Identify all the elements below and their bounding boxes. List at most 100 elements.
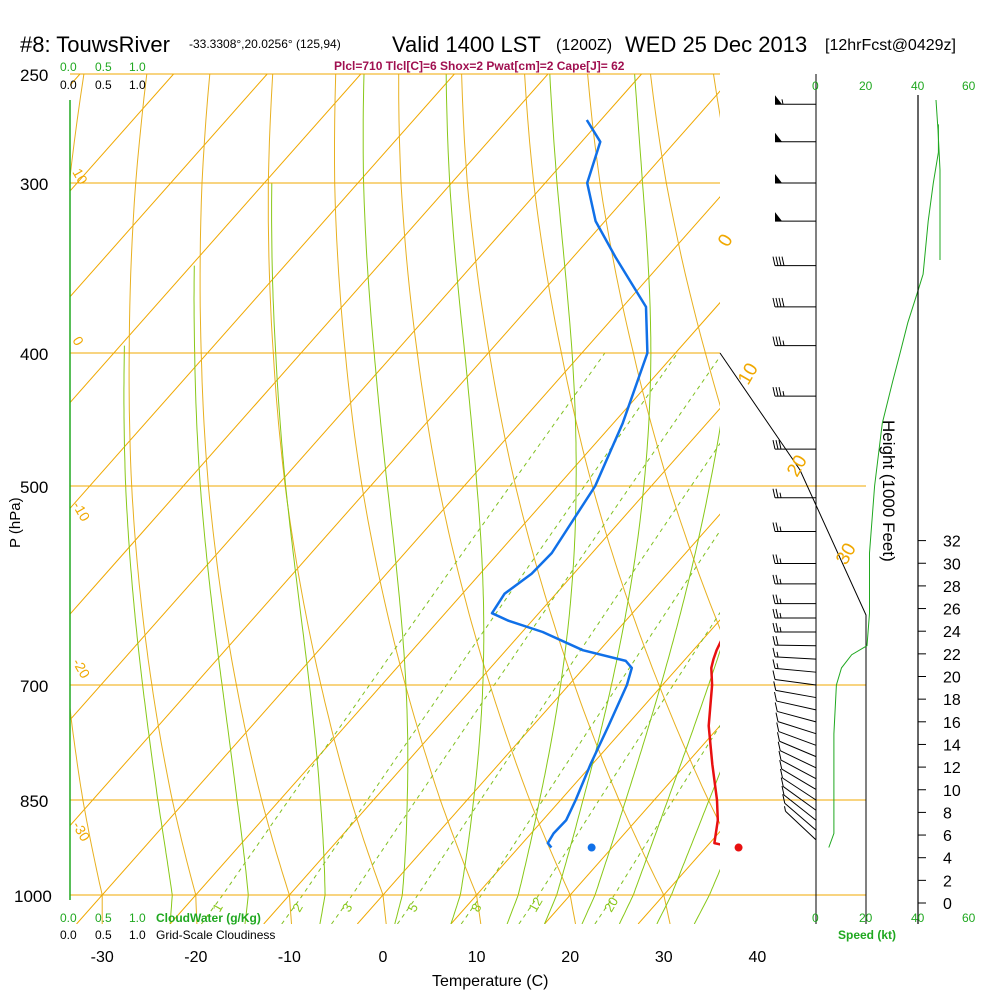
sounding-parameters: Plcl=710 Tlcl[C]=6 Shox=2 Pwat[cm]=2 Cap… (334, 59, 625, 73)
wind-barb-26 (777, 741, 817, 769)
x-tick-label-40: 40 (749, 949, 767, 966)
wind-barb-full-10-3 (775, 522, 779, 532)
mixing-ratio-20 (594, 724, 720, 924)
dry-adiabat-0 (267, 74, 387, 924)
wind-barb-full-15-3 (775, 622, 779, 633)
wind-barb-shaft-31 (783, 794, 817, 821)
moist-adiabat-16 (506, 74, 577, 924)
isobar-lines (70, 73, 866, 896)
height-label-26: 26 (943, 602, 961, 619)
dry-adiabat-10 (334, 74, 482, 924)
wind-barb-full-15-0 (772, 622, 776, 633)
wind-barb-33 (784, 806, 817, 841)
station-coords: -33.3308°,20.0256° (125,94) (189, 37, 341, 51)
wind-barb-6 (772, 336, 816, 347)
wind-barb-31 (781, 785, 817, 821)
mixing-ratio-12 (518, 611, 720, 924)
wind-barb-full-32-0 (782, 794, 786, 804)
isotherm-label-8: 30 (832, 540, 861, 569)
wind-barb-full-5-9 (781, 297, 785, 308)
wind-barb-full-18-0 (772, 659, 776, 669)
surface-dewpoint-point (587, 843, 596, 852)
moist-adiabat--20 (123, 345, 173, 924)
wind-barb-shaft-17 (774, 656, 817, 660)
mixing-ratio-2 (281, 352, 679, 924)
wind-barb-22 (774, 702, 817, 723)
wind-barb-full-11-3 (775, 554, 779, 564)
dewpoint-profile-line (490, 119, 649, 849)
dry-adiabat-50 (587, 74, 720, 631)
temperature-axis-labels: -30 -20 -10 0 10 20 30 40 (91, 949, 767, 966)
speed-top-40: 40 (911, 79, 925, 93)
wind-barb-half-18 (776, 663, 779, 669)
isotherm-lines (70, 74, 720, 924)
wind-barb-5 (772, 297, 816, 308)
wind-panel-diagonal (719, 352, 867, 924)
cloud-top-black-1: 0.5 (95, 78, 112, 92)
cloud-water-label: CloudWater (g/Kg) (156, 911, 261, 925)
moist-adiabat-32 (656, 771, 720, 924)
wind-barb-half-17 (776, 651, 779, 657)
x-tick-label--20: -20 (184, 949, 207, 966)
height-label-8: 8 (943, 805, 952, 822)
isotherm-label-2: -10 (69, 499, 93, 525)
speed-bottom-20: 20 (859, 911, 873, 925)
wind-barb-full-23-0 (775, 712, 779, 722)
wind-barb-half-7 (782, 391, 785, 397)
height-label-14: 14 (943, 737, 961, 754)
wind-barb-9 (772, 488, 816, 499)
wind-barb-full-6-0 (772, 336, 776, 346)
wind-barb-shaft-18 (774, 667, 817, 673)
wind-barb-flag-3 (775, 212, 782, 222)
height-label-32: 32 (943, 534, 961, 551)
wind-barb-shaft-16 (774, 644, 817, 647)
wind-barb-shaft-28 (781, 768, 817, 790)
forecast-run: [12hrFcst@0429z] (825, 37, 956, 54)
pressure-label-850: 850 (20, 792, 48, 811)
surface-temperature-point (734, 843, 743, 852)
isotherm--80 (70, 74, 362, 404)
isotherm--30 (76, 196, 720, 924)
wind-barb-half-15 (779, 626, 782, 633)
isotherm-20 (544, 724, 720, 924)
wind-barb-full-21-0 (774, 691, 777, 702)
dry-adiabat-110 (965, 74, 1000, 924)
wind-barb-full-25-0 (777, 732, 780, 742)
wind-barb-32 (782, 794, 817, 831)
parcel-profile-line (728, 299, 746, 553)
wind-barb-full-31-0 (781, 785, 785, 796)
wind-barb-12 (772, 574, 816, 585)
wind-barb-shaft-32 (784, 802, 817, 831)
wind-barb-full-16-0 (772, 636, 776, 646)
isotherm-label-1: 0 (69, 334, 87, 349)
dry-adiabat-20 (398, 74, 576, 924)
wind-barb-full-4-9 (781, 256, 785, 266)
speed-axis-top: 0 20 40 60 (812, 79, 976, 93)
wind-barbs (772, 95, 817, 841)
cloud-top-black-0: 0.0 (60, 78, 77, 92)
isotherm-label-6: 10 (734, 360, 763, 389)
height-label-2: 2 (943, 873, 952, 890)
wind-barb-full-28-0 (779, 759, 783, 770)
isotherm-label-3: -20 (69, 656, 93, 682)
wind-barb-full-11-0 (772, 554, 776, 564)
wind-barb-full-5-6 (778, 297, 782, 308)
wind-barb-8 (772, 440, 816, 450)
wind-barb-18 (772, 659, 817, 673)
dry-adiabat-lines (70, 74, 1000, 924)
cloud-top-green-2: 1.0 (129, 60, 146, 74)
dry-adiabat--20 (128, 74, 198, 924)
wind-barb-full-8-6 (778, 440, 782, 450)
wind-barb-full-7-6 (778, 386, 782, 397)
speed-bottom-60: 60 (962, 911, 976, 925)
speed-top-60: 60 (962, 79, 976, 93)
cloud-axes-top: 0.0 0.5 1.0 0.0 0.5 1.0 (60, 60, 146, 92)
height-label-16: 16 (943, 715, 961, 732)
temperature-axis-title: Temperature (C) (432, 973, 548, 990)
wind-barb-shaft-20 (775, 689, 817, 699)
dry-adiabat-60 (650, 74, 720, 407)
speed-top-0: 0 (812, 79, 819, 93)
isotherm-label-7: 20 (783, 452, 812, 481)
